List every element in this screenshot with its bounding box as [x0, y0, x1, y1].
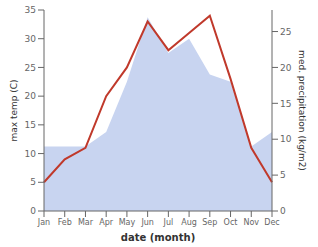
svg-text:date (month): date (month): [121, 232, 195, 243]
svg-text:25: 25: [25, 63, 36, 73]
svg-text:20: 20: [280, 63, 292, 73]
svg-text:Jun: Jun: [140, 218, 154, 227]
svg-text:10: 10: [280, 134, 292, 144]
svg-text:May: May: [119, 218, 136, 227]
svg-text:25: 25: [280, 27, 291, 37]
svg-text:30: 30: [25, 34, 37, 44]
svg-text:Oct: Oct: [224, 218, 238, 227]
svg-text:0: 0: [280, 206, 286, 216]
svg-text:Jan: Jan: [37, 218, 50, 227]
svg-text:10: 10: [25, 149, 37, 159]
svg-text:15: 15: [25, 120, 36, 130]
svg-text:Apr: Apr: [99, 218, 114, 227]
svg-text:Dec: Dec: [264, 218, 279, 227]
svg-text:5: 5: [30, 177, 36, 187]
svg-text:Jul: Jul: [163, 218, 174, 227]
svg-text:Aug: Aug: [181, 218, 197, 227]
svg-text:Nov: Nov: [243, 218, 259, 227]
svg-text:35: 35: [25, 5, 36, 15]
svg-text:0: 0: [30, 206, 36, 216]
svg-text:20: 20: [25, 91, 37, 101]
svg-text:max temp (C): max temp (C): [9, 79, 19, 141]
svg-text:Mar: Mar: [78, 218, 94, 227]
svg-text:med. precipitation (kg/m2): med. precipitation (kg/m2): [297, 50, 307, 171]
svg-text:Feb: Feb: [58, 218, 72, 227]
svg-text:5: 5: [280, 170, 286, 180]
svg-text:Sep: Sep: [202, 218, 217, 227]
svg-text:15: 15: [280, 99, 291, 109]
